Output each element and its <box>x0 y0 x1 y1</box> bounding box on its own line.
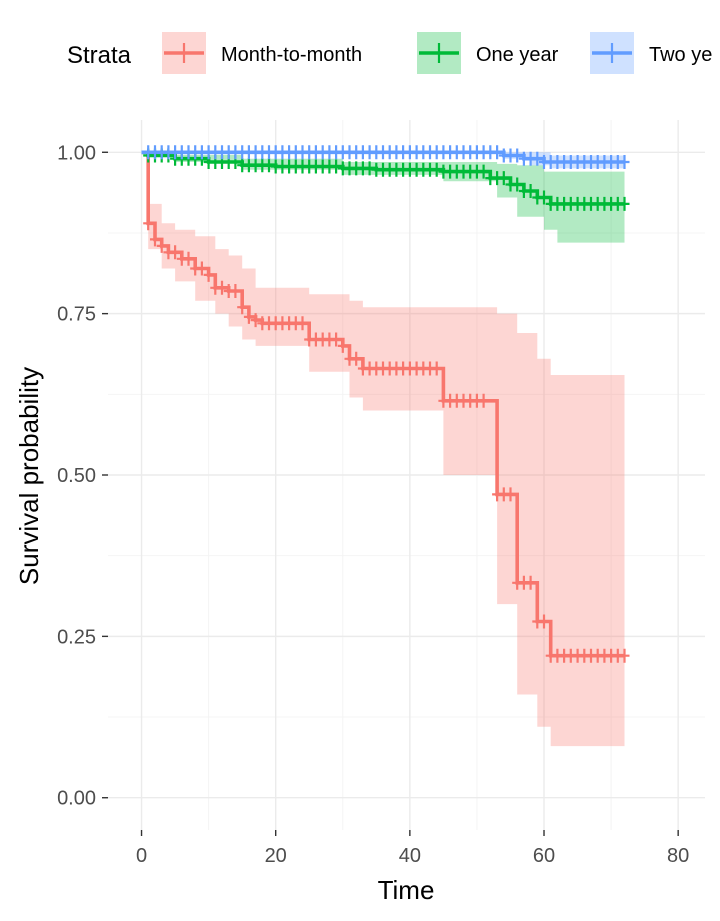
censor-mark <box>170 245 181 260</box>
censor-mark <box>150 232 160 247</box>
censor-mark <box>505 487 516 502</box>
censor-mark <box>431 162 442 177</box>
censor-mark <box>203 267 214 282</box>
x-tick-label: 40 <box>399 845 421 867</box>
x-tick-label: 60 <box>533 845 555 867</box>
censor-mark <box>619 155 630 169</box>
censor-mark <box>498 171 509 186</box>
censor-mark <box>217 280 227 295</box>
censor-mark <box>478 393 489 408</box>
censor-mark <box>196 261 207 276</box>
censor-mark <box>331 332 342 347</box>
censor-mark <box>264 158 274 173</box>
censor-mark <box>431 361 442 376</box>
censor-mark <box>492 145 503 160</box>
censor-mark <box>230 284 241 298</box>
censor-mark <box>539 190 549 205</box>
legend-label: Month-to-month <box>221 44 362 66</box>
censor-mark <box>512 177 523 192</box>
x-tick-label: 80 <box>667 845 689 867</box>
censor-mark <box>250 313 261 328</box>
plot-panel <box>108 120 705 830</box>
censor-mark <box>539 614 549 629</box>
legend-entry: One year <box>417 32 559 74</box>
censor-mark <box>364 161 375 176</box>
censor-mark <box>478 164 489 179</box>
y-axis-title: Survival probability <box>14 367 44 585</box>
censor-marks <box>143 145 630 663</box>
legend: Strata Month-to-month One year Two ye <box>67 32 712 74</box>
legend-title: Strata <box>67 42 132 69</box>
axes: 0 20 40 60 80 0.00 0.25 0.50 0.75 1.00 <box>57 142 689 867</box>
x-tick-label: 0 <box>136 845 147 867</box>
censor-mark <box>525 184 536 198</box>
legend-label: One year <box>476 44 559 66</box>
y-tick-label: 0.50 <box>57 465 96 487</box>
censor-mark <box>619 648 630 663</box>
censor-mark <box>156 238 167 253</box>
y-tick-label: 0.00 <box>57 788 96 810</box>
censor-mark <box>237 300 248 315</box>
censor-mark <box>532 151 543 166</box>
legend-entry: Month-to-month <box>162 32 362 74</box>
censor-mark <box>183 251 194 266</box>
y-tick-label: 1.00 <box>57 142 96 164</box>
censor-mark <box>619 196 630 211</box>
censor-mark <box>512 148 523 163</box>
x-tick-label: 20 <box>265 845 287 867</box>
censor-mark <box>143 216 154 231</box>
legend-entry: Two ye <box>590 32 712 74</box>
censor-mark <box>331 159 342 174</box>
grid-major <box>108 120 705 830</box>
ci-band <box>141 152 625 747</box>
y-tick-label: 0.25 <box>57 626 96 648</box>
x-axis-title: Time <box>378 875 435 905</box>
censor-mark <box>243 309 254 324</box>
y-tick-label: 0.75 <box>57 304 96 326</box>
ci-band <box>141 152 625 169</box>
legend-label: Two ye <box>649 44 712 66</box>
censor-mark <box>337 338 348 353</box>
censor-mark <box>297 316 308 331</box>
censor-mark <box>525 575 536 590</box>
censor-mark <box>351 351 362 366</box>
